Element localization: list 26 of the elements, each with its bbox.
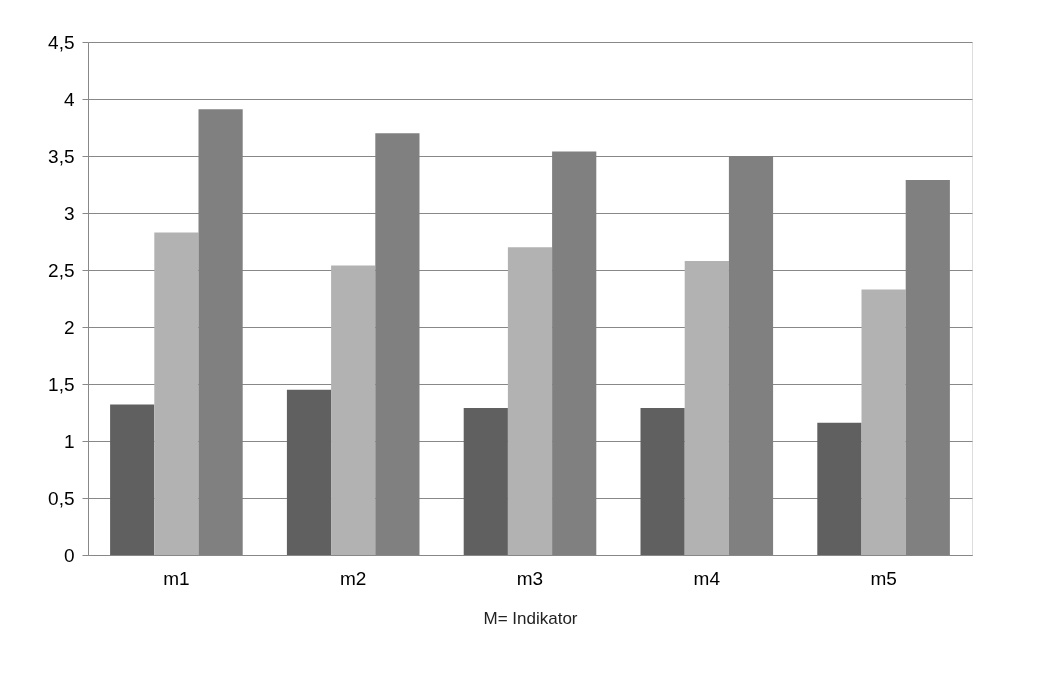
bar <box>331 265 376 555</box>
y-tick-label: 0 <box>63 544 75 566</box>
bar <box>684 260 729 555</box>
y-tick-label: 1 <box>63 430 75 452</box>
y-tick-label: 4,5 <box>48 31 75 53</box>
y-tick-label: 3 <box>63 202 75 224</box>
x-axis-title: M= Indikator <box>483 608 578 628</box>
y-tick-label: 0,5 <box>48 487 75 509</box>
bar <box>154 232 199 555</box>
x-tick-label: m2 <box>340 567 367 589</box>
x-tick-label: m3 <box>516 567 544 589</box>
y-tick-label: 4 <box>63 88 75 110</box>
bar <box>861 289 906 555</box>
y-tick-label: 2 <box>63 316 75 338</box>
x-tick-label: m1 <box>163 567 190 589</box>
bar <box>110 404 155 555</box>
bar <box>817 422 862 555</box>
y-tick-label: 3,5 <box>48 145 75 167</box>
y-tick-label: 2,5 <box>48 259 75 281</box>
bar <box>640 407 685 555</box>
x-tick-label: m4 <box>693 567 721 589</box>
bar <box>507 247 553 555</box>
bar <box>286 389 332 555</box>
x-tick-label: m5 <box>870 567 897 589</box>
y-tick-label: 1,5 <box>48 373 75 395</box>
bar <box>463 407 508 555</box>
